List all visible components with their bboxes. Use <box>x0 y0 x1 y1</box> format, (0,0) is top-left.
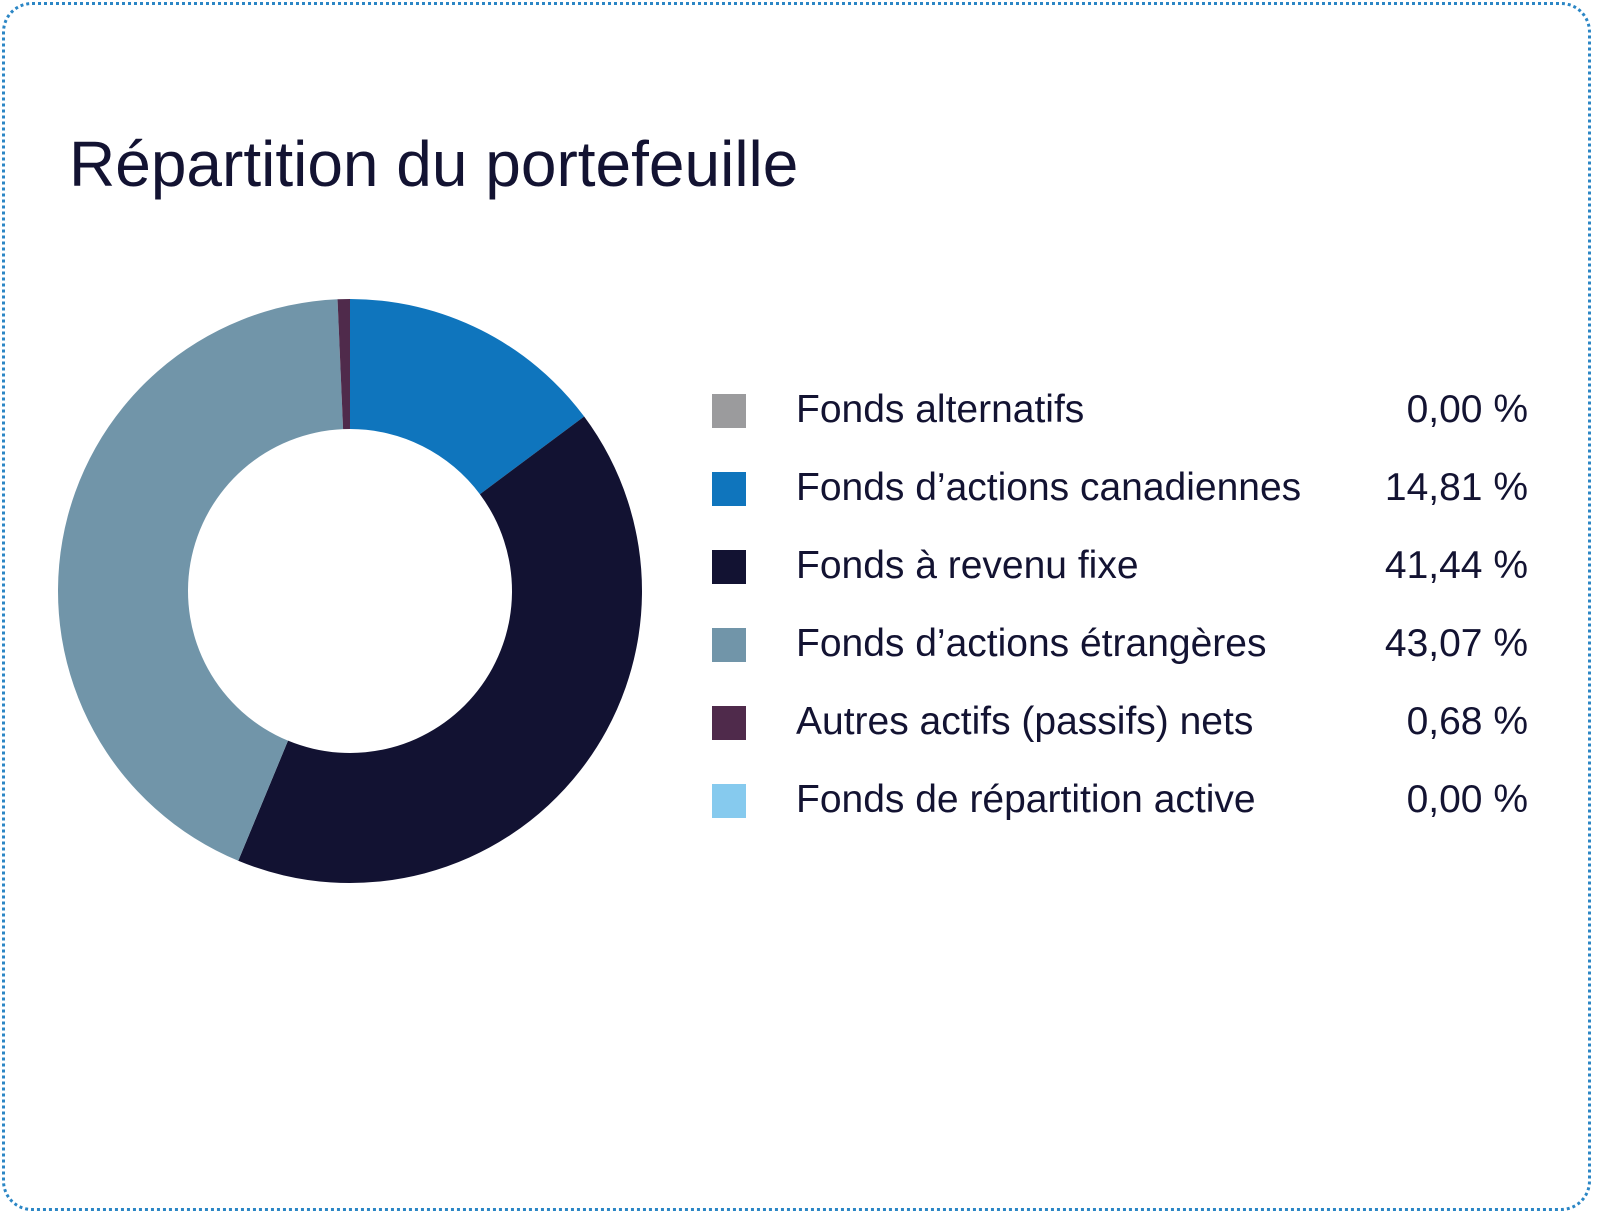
legend-item: Autres actifs (passifs) nets 0,68 % <box>712 692 1528 770</box>
legend-swatch <box>712 550 746 584</box>
chart-title: Répartition du portefeuille <box>69 128 799 200</box>
legend-value: 0,68 % <box>1406 700 1528 743</box>
legend-swatch <box>712 706 746 740</box>
legend-value: 14,81 % <box>1384 466 1528 509</box>
legend-item: Fonds à revenu fixe 41,44 % <box>712 536 1528 614</box>
legend-item: Fonds alternatifs 0,00 % <box>712 380 1528 458</box>
legend-item: Fonds d’actions étrangères 43,07 % <box>712 614 1528 692</box>
legend-swatch <box>712 628 746 662</box>
legend-swatch <box>712 394 746 428</box>
legend-label: Fonds d’actions étrangères <box>796 622 1267 665</box>
donut-slice-4 <box>337 299 350 430</box>
legend-label: Autres actifs (passifs) nets <box>796 700 1254 743</box>
donut-slice-2 <box>238 416 642 883</box>
legend-label: Fonds alternatifs <box>796 388 1085 431</box>
chart-legend: Fonds alternatifs 0,00 % Fonds d’actions c… <box>712 380 1528 848</box>
legend-value: 0,00 % <box>1406 388 1528 431</box>
donut-slice-3 <box>57 299 344 861</box>
legend-swatch <box>712 784 746 818</box>
legend-value: 0,00 % <box>1406 778 1528 821</box>
legend-label: Fonds à revenu fixe <box>796 544 1139 587</box>
donut-slice-1 <box>350 299 585 495</box>
legend-swatch <box>712 472 746 506</box>
legend-label: Fonds d’actions canadiennes <box>796 466 1302 509</box>
legend-label: Fonds de répartition active <box>796 778 1256 821</box>
legend-value: 41,44 % <box>1384 544 1528 587</box>
legend-value: 43,07 % <box>1384 622 1528 665</box>
legend-item: Fonds de répartition active 0,00 % <box>712 770 1528 848</box>
legend-item: Fonds d’actions canadiennes 14,81 % <box>712 458 1528 536</box>
